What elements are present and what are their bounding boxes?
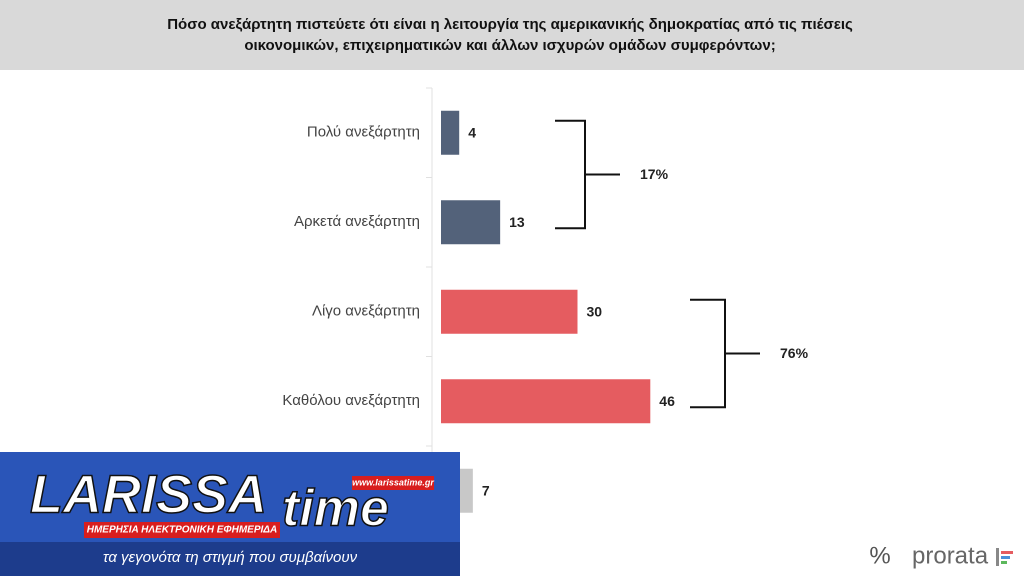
logo-url: www.larissatime.gr xyxy=(352,477,434,487)
category-label: Καθόλου ανεξάρτητη xyxy=(282,392,420,409)
bracket xyxy=(690,298,760,409)
tagline-band xyxy=(84,522,280,538)
logo-bar xyxy=(1001,561,1007,564)
value-label: 7 xyxy=(482,482,490,498)
bar xyxy=(441,110,460,155)
logo-bar xyxy=(1001,556,1010,559)
category-label: Αρκετά ανεξάρτητη xyxy=(294,213,420,230)
value-label: 30 xyxy=(587,303,603,319)
logo-bar xyxy=(996,548,999,566)
bar xyxy=(441,379,651,424)
bracket xyxy=(555,119,620,230)
overlay-logo: LARISSA time www.larissatime.gr ΗΜΕΡΗΣΙΑ… xyxy=(0,452,460,576)
logo-tagline: τα γεγονότα τη στιγμή που συμβαίνουν xyxy=(103,549,358,566)
logo-bar xyxy=(1001,551,1013,554)
chart-title: Πόσο ανεξάρτητη πιστεύετε ότι είναι η λε… xyxy=(167,16,853,33)
footer-symbol: % xyxy=(869,542,890,569)
bar xyxy=(441,200,501,245)
logo-tagline-top: ΗΜΕΡΗΣΙΑ ΗΛΕΚΤΡΟΝΙΚΗ ΕΦΗΜΕΡΙΔΑ xyxy=(87,525,277,536)
url-band xyxy=(352,476,434,490)
category-label: Πολύ ανεξάρτητη xyxy=(307,124,420,141)
plot: Πολύ ανεξάρτητη 4 Αρκετά ανεξάρτητη 13 Λίγο … xyxy=(282,87,809,513)
category-label: Λίγο ανεξάρτητη xyxy=(312,303,420,320)
value-label: 4 xyxy=(468,124,476,140)
group-label: 17% xyxy=(640,166,669,182)
chart-title: οικονομικών, επιχειρηματικών και άλλων ι… xyxy=(244,37,775,54)
value-label: 13 xyxy=(509,214,525,230)
footer-brand: prorata xyxy=(912,542,989,569)
bar xyxy=(441,289,578,334)
value-label: 46 xyxy=(659,393,675,409)
title-band xyxy=(0,0,1024,70)
group-label: 76% xyxy=(780,345,809,361)
footer-logo: % prorata xyxy=(869,542,1013,569)
logo-brand: LARISSA xyxy=(30,464,267,524)
